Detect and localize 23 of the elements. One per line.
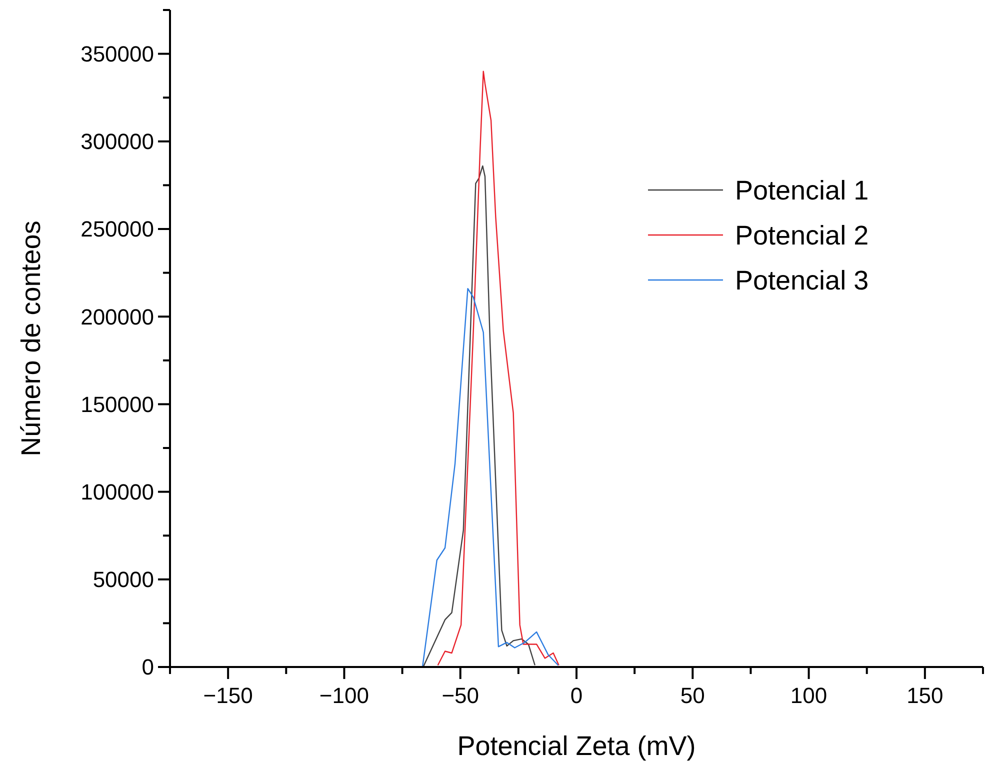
y-axis-title: Número de conteos	[16, 220, 46, 456]
line-series	[422, 165, 536, 668]
line-series	[422, 288, 559, 668]
x-tick-label: 50	[680, 683, 705, 708]
y-tick-label: 150000	[80, 392, 154, 417]
x-tick-label: 0	[570, 683, 583, 708]
legend-label: Potencial 3	[735, 265, 869, 296]
line-series	[437, 70, 560, 666]
y-tick-label: 100000	[80, 480, 154, 504]
legend-label: Potencial 1	[735, 175, 869, 206]
y-tick-label: 350000	[80, 42, 154, 66]
x-axis-title: Potencial Zeta (mV)	[457, 731, 696, 761]
y-tick-label: 200000	[80, 304, 154, 330]
y-tick-label: 0	[142, 654, 154, 680]
legend-label: Potencial 2	[735, 220, 869, 250]
x-tick-label: −50	[442, 683, 480, 708]
y-tick-label: 50000	[92, 567, 154, 592]
y-tick-label: 300000	[80, 129, 154, 154]
x-tick-label: −100	[319, 683, 369, 708]
y-tick-label: 250000	[80, 216, 154, 242]
x-tick-label: 100	[790, 683, 828, 708]
x-tick-label: 150	[906, 683, 944, 708]
x-tick-label: −150	[203, 683, 253, 708]
